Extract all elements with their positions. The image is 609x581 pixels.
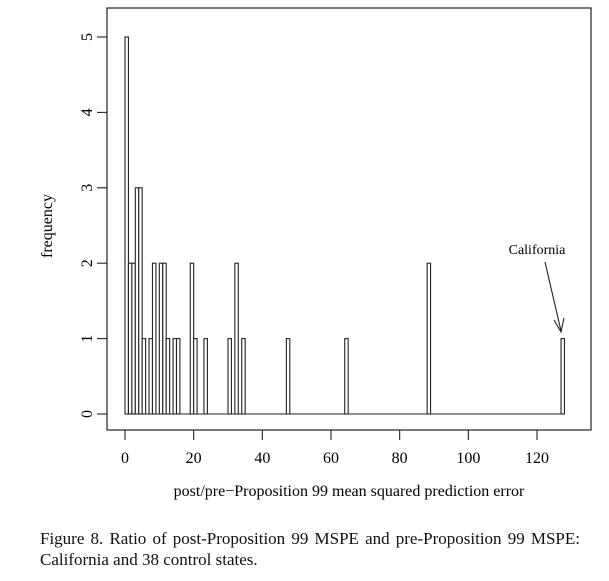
histogram-bar [344, 338, 349, 415]
histogram-bar [285, 338, 291, 415]
x-tick-label: 0 [121, 450, 129, 467]
y-axis-label: frequency [39, 194, 56, 258]
histogram-bar [151, 262, 157, 415]
histogram-bar [203, 338, 208, 415]
histogram-bar [124, 36, 129, 415]
histogram-bar [234, 262, 239, 415]
x-tick-label: 120 [525, 450, 549, 467]
figure-caption: Figure 8. Ratio of post-Proposition 99 M… [40, 529, 580, 569]
x-axis-label: post/pre−Proposition 99 mean squared pre… [174, 483, 525, 500]
plot-frame [106, 7, 592, 431]
x-tick-label: 60 [323, 450, 339, 467]
histogram-bar [138, 187, 143, 415]
histogram-bar [560, 338, 566, 415]
x-tick-label: 100 [456, 450, 480, 467]
x-tick-label: 20 [186, 450, 202, 467]
x-tick-label: 40 [254, 450, 270, 467]
y-tick-label: 3 [79, 184, 96, 192]
x-tick-label: 80 [392, 450, 408, 467]
y-tick-label: 5 [79, 33, 96, 41]
histogram-bar [241, 338, 246, 415]
annotation-arrow [544, 261, 565, 334]
y-tick-label: 4 [79, 108, 96, 116]
histogram-bar [175, 338, 181, 415]
annotation-california: California [509, 243, 567, 258]
histogram-bar [165, 338, 171, 415]
histogram-bar [141, 338, 147, 415]
histogram-bar [193, 338, 198, 415]
y-tick-label: 0 [79, 410, 96, 418]
histogram-bar [426, 262, 432, 415]
y-tick-label: 2 [79, 259, 96, 267]
y-tick-label: 1 [79, 335, 96, 343]
histogram-bar [227, 338, 232, 415]
